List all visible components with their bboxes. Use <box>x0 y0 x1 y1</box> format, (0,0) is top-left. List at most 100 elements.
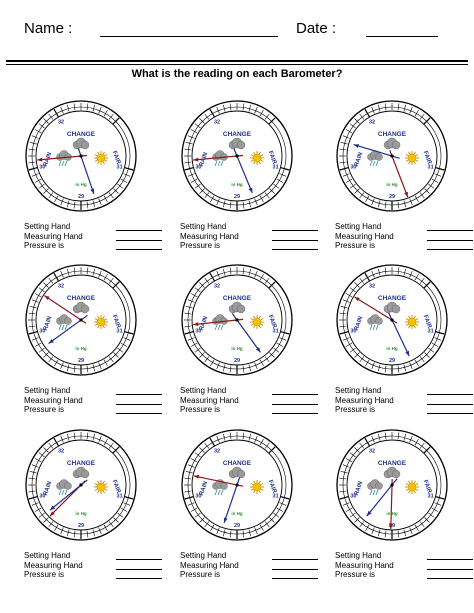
date-field[interactable] <box>366 36 438 37</box>
sun-icon <box>405 480 419 494</box>
dial-tick <box>120 342 128 347</box>
dial-tick <box>184 496 194 500</box>
dial-tick <box>264 442 270 449</box>
rain-cloud-icon <box>56 479 72 496</box>
answer-blank[interactable] <box>116 249 162 250</box>
answer-blank[interactable] <box>116 230 162 231</box>
answer-blank[interactable] <box>272 230 318 231</box>
dial-tick-label: 30 <box>350 493 356 499</box>
answer-blank[interactable] <box>116 403 162 405</box>
dial-tick <box>98 362 102 370</box>
dial-tick <box>409 198 413 206</box>
dial-tick <box>414 273 419 281</box>
setting-hand-row: Setting Hand <box>180 386 318 396</box>
answer-blank[interactable] <box>116 559 162 560</box>
name-field[interactable] <box>100 36 278 37</box>
answer-blank[interactable] <box>272 394 318 395</box>
answer-blank[interactable] <box>427 403 473 405</box>
answer-blank[interactable] <box>427 230 473 231</box>
unit-label: in Hg <box>231 182 242 187</box>
answer-block: Setting Hand Measuring Hand Pressure is <box>335 222 473 251</box>
dial-tick-label: 30 <box>39 164 45 170</box>
setting-hand <box>44 295 87 324</box>
rain-label: RAIN <box>43 152 54 168</box>
answer-blank[interactable] <box>272 413 318 414</box>
dial-tick <box>112 446 120 454</box>
answer-blank[interactable] <box>427 394 473 395</box>
dial-tick <box>184 161 192 164</box>
dial-tick <box>340 471 348 474</box>
dial-tick <box>199 118 205 124</box>
dial-tick <box>280 331 290 335</box>
dial-ticks <box>184 267 290 374</box>
dial-tick <box>216 527 220 535</box>
dial-tick <box>67 268 70 276</box>
answer-blank[interactable] <box>116 568 162 570</box>
dial-tick <box>209 108 216 118</box>
dial-tick <box>216 198 220 206</box>
dial-tick <box>354 188 360 194</box>
cloud-icon <box>383 301 401 314</box>
measuring-hand-row: Measuring Hand <box>180 396 318 406</box>
dial-tick <box>273 512 280 518</box>
dial-tick <box>98 435 102 443</box>
dial-tick <box>223 268 226 276</box>
answer-blank[interactable] <box>116 239 162 241</box>
dial-tick-label: 29 <box>389 358 395 364</box>
measuring-hand-row: Measuring Hand <box>180 232 318 242</box>
answer-blank[interactable] <box>427 578 473 579</box>
answer-blank[interactable] <box>272 249 318 250</box>
answer-blank[interactable] <box>427 559 473 560</box>
fair-label: FAIR <box>267 314 278 330</box>
rain-label: RAIN <box>43 481 54 497</box>
answer-blank[interactable] <box>272 239 318 241</box>
dial-tick <box>124 167 134 171</box>
cloud-icon <box>383 137 401 150</box>
dial-tick <box>378 433 381 441</box>
dial-tick-label: 32 <box>369 283 375 289</box>
dial-outer-ring <box>181 100 293 212</box>
dial-outer-ring <box>181 264 293 376</box>
dial-tick <box>371 270 375 278</box>
answer-blank[interactable] <box>116 413 162 414</box>
dial-tick <box>113 188 119 194</box>
dial-tick <box>86 103 89 111</box>
setting-hand-row: Setting Hand <box>335 222 473 232</box>
dial-tick <box>120 178 128 183</box>
dial-tick <box>378 268 381 276</box>
answer-blank[interactable] <box>116 578 162 579</box>
dial-tick <box>38 123 45 129</box>
answer-blank[interactable] <box>116 394 162 395</box>
answer-blank[interactable] <box>427 413 473 414</box>
dial-tick-label: 31 <box>428 328 434 334</box>
answer-blank[interactable] <box>427 568 473 570</box>
dial-tick <box>229 201 232 209</box>
dial-tick <box>67 104 70 112</box>
answer-blank[interactable] <box>427 239 473 241</box>
dial-tick <box>67 364 70 372</box>
dial-tick <box>187 299 195 303</box>
dial-tick <box>403 433 406 441</box>
dial-tick <box>259 195 264 203</box>
dial-ticks <box>28 432 134 539</box>
answer-blank[interactable] <box>272 403 318 405</box>
cloud-icon <box>72 137 90 150</box>
answer-blank[interactable] <box>272 568 318 570</box>
dial-tick <box>194 347 201 353</box>
dial-tick <box>403 200 406 208</box>
dial-tick <box>397 103 400 111</box>
dial-tick <box>345 129 353 134</box>
unit-label: in Hg <box>386 182 397 187</box>
unit-label: in Hg <box>75 182 86 187</box>
dial-tick <box>409 362 413 370</box>
dial-tick <box>384 201 387 209</box>
dial-tick <box>349 183 356 189</box>
answer-blank[interactable] <box>272 559 318 560</box>
dial-tick <box>29 306 37 309</box>
answer-blank[interactable] <box>427 249 473 250</box>
dial-tick <box>414 524 419 532</box>
answer-blank[interactable] <box>272 578 318 579</box>
dial-tick <box>38 512 45 518</box>
answer-block: Setting Hand Measuring Hand Pressure is <box>24 551 162 580</box>
